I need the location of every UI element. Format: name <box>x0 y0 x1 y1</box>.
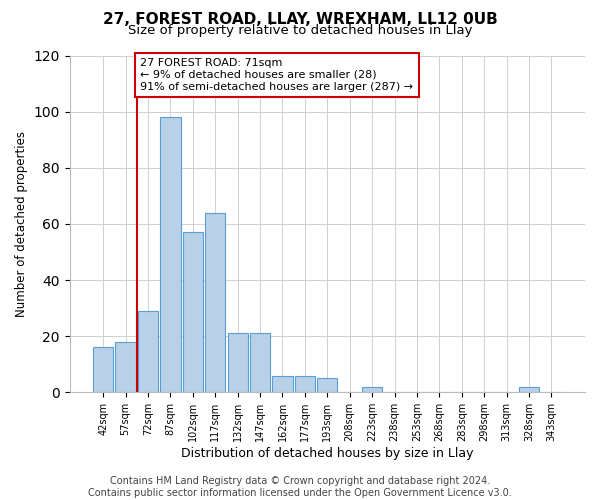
Bar <box>138 311 158 392</box>
Text: Size of property relative to detached houses in Llay: Size of property relative to detached ho… <box>128 24 472 37</box>
Bar <box>295 376 315 392</box>
Y-axis label: Number of detached properties: Number of detached properties <box>15 131 28 317</box>
X-axis label: Distribution of detached houses by size in Llay: Distribution of detached houses by size … <box>181 447 473 460</box>
Bar <box>93 348 113 393</box>
Bar <box>250 334 270 392</box>
Text: 27 FOREST ROAD: 71sqm
← 9% of detached houses are smaller (28)
91% of semi-detac: 27 FOREST ROAD: 71sqm ← 9% of detached h… <box>140 58 413 92</box>
Bar <box>160 118 181 392</box>
Bar <box>362 386 382 392</box>
Bar <box>519 386 539 392</box>
Bar <box>115 342 136 392</box>
Bar <box>227 334 248 392</box>
Text: Contains HM Land Registry data © Crown copyright and database right 2024.
Contai: Contains HM Land Registry data © Crown c… <box>88 476 512 498</box>
Text: 27, FOREST ROAD, LLAY, WREXHAM, LL12 0UB: 27, FOREST ROAD, LLAY, WREXHAM, LL12 0UB <box>103 12 497 28</box>
Bar <box>183 232 203 392</box>
Bar <box>272 376 293 392</box>
Bar <box>317 378 337 392</box>
Bar <box>205 212 226 392</box>
